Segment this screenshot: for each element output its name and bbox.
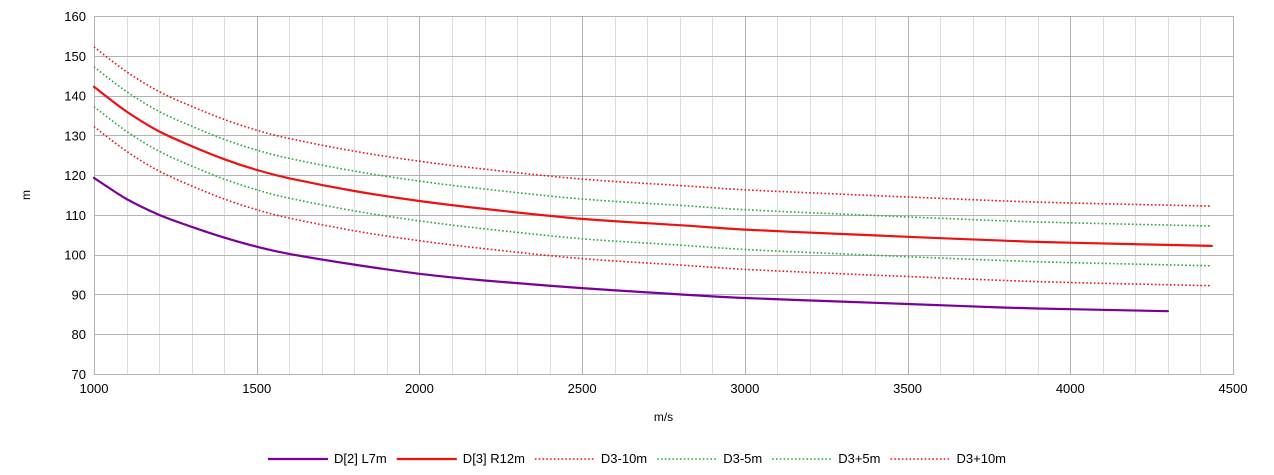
y-axis-tick-labels: 70 80 90 100 110 120 130 140 150 160: [64, 9, 86, 382]
series-line-d3-5m: [93, 106, 1212, 267]
x-tick-label: 3500: [893, 381, 922, 396]
x-tick-label: 1500: [242, 381, 271, 396]
y-tick-label: 150: [64, 49, 86, 64]
legend-label: D[3] R12m: [463, 451, 525, 466]
major-gridlines: [94, 16, 1234, 375]
legend: D[2] L7m D[3] R12m D3-10m D3-5m D3+5m D3+10m: [268, 451, 1006, 466]
x-tick-label: 1000: [80, 381, 109, 396]
y-tick-label: 100: [64, 248, 86, 263]
x-tick-label: 2000: [405, 381, 434, 396]
y-tick-label: 110: [65, 208, 86, 223]
legend-item-d3-5m: D3-5m: [657, 451, 762, 466]
series-line-d-3-r12m: [92, 85, 1213, 247]
legend-label: D3+10m: [957, 451, 1007, 466]
legend-label: D3+5m: [838, 451, 880, 466]
y-tick-label: 140: [64, 89, 86, 104]
legend-label: D3-5m: [723, 451, 762, 466]
legend-label: D[2] L7m: [334, 451, 387, 466]
legend-item-d-2-l7m: D[2] L7m: [268, 451, 387, 466]
legend-item-d-3-r12m: D[3] R12m: [396, 451, 525, 466]
series-line-d3-10m: [93, 46, 1212, 207]
legend-item-d3-10m: D3+10m: [890, 451, 1007, 466]
minor-gridlines: [127, 16, 1201, 374]
x-tick-label: 3000: [730, 381, 759, 396]
y-tick-label: 120: [64, 168, 86, 183]
series-line-d3-10m: [93, 125, 1212, 287]
series-line-d3-5m: [93, 66, 1212, 227]
plot-frame: [94, 16, 1234, 375]
legend-item-d3-10m: D3-10m: [534, 451, 647, 466]
x-tick-label: 4000: [1056, 381, 1085, 396]
y-tick-label: 130: [64, 128, 86, 143]
series-line-d-2-l7m: [92, 176, 1169, 313]
y-tick-label: 70: [72, 367, 86, 382]
x-tick-label: 4500: [1219, 381, 1248, 396]
y-tick-label: 160: [64, 9, 86, 24]
x-axis-tick-labels: 1000 1500 2000 2500 3000 3500 4000 4500: [80, 381, 1248, 396]
x-axis-label: m/s: [654, 410, 673, 424]
series-layer: [92, 46, 1213, 313]
x-tick-label: 2500: [568, 381, 597, 396]
legend-item-d3-5m: D3+5m: [772, 451, 880, 466]
plot-area-border: [94, 16, 1234, 375]
y-tick-label: 90: [72, 287, 86, 302]
y-tick-label: 80: [72, 327, 86, 342]
y-axis-label: m: [19, 190, 33, 200]
legend-label: D3-10m: [601, 451, 647, 466]
